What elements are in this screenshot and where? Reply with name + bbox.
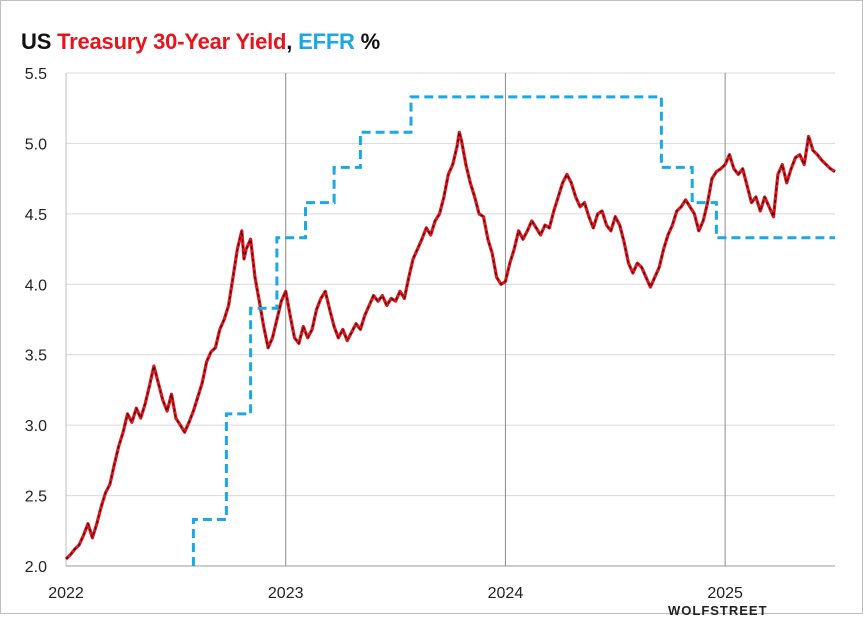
treasury-yield-series-line: [64, 130, 836, 561]
x-tick-label: 2024: [488, 585, 524, 602]
y-tick-label: 5.5: [25, 66, 47, 83]
title-us: US: [21, 29, 58, 54]
x-tick-label: 2023: [268, 585, 304, 602]
y-tick-label: 2.0: [25, 559, 47, 576]
series-layer: [64, 95, 836, 566]
y-tick-label: 5.0: [25, 136, 47, 153]
title-effr: EFFR: [298, 29, 355, 54]
x-tick-label: 2022: [48, 585, 84, 602]
title-treasury: Treasury 30-Year Yield: [57, 29, 287, 54]
grid-layer: [66, 72, 835, 567]
effr-series-line: [191, 95, 835, 566]
title-comma: ,: [286, 29, 299, 54]
x-tick-label: 2025: [707, 585, 743, 602]
y-tick-label: 2.5: [25, 489, 47, 506]
y-tick-label: 3.5: [25, 348, 47, 365]
label-layer: 2.0 2.5 3.0 3.5 4.0 4.5 5.0 5.5 2022 2023 2024 2025: [25, 66, 743, 602]
y-tick-label: 4.0: [25, 277, 47, 294]
chart-title: US Treasury 30-Year Yield, EFFR %: [21, 29, 380, 55]
y-tick-label: 3.0: [25, 418, 47, 435]
title-percent: %: [354, 29, 381, 54]
treasury-yield-series-overlay: [65, 131, 836, 560]
watermark: WOLFSTREET: [668, 603, 768, 618]
y-tick-label: 4.5: [25, 207, 47, 224]
axis-layer: [65, 73, 835, 567]
